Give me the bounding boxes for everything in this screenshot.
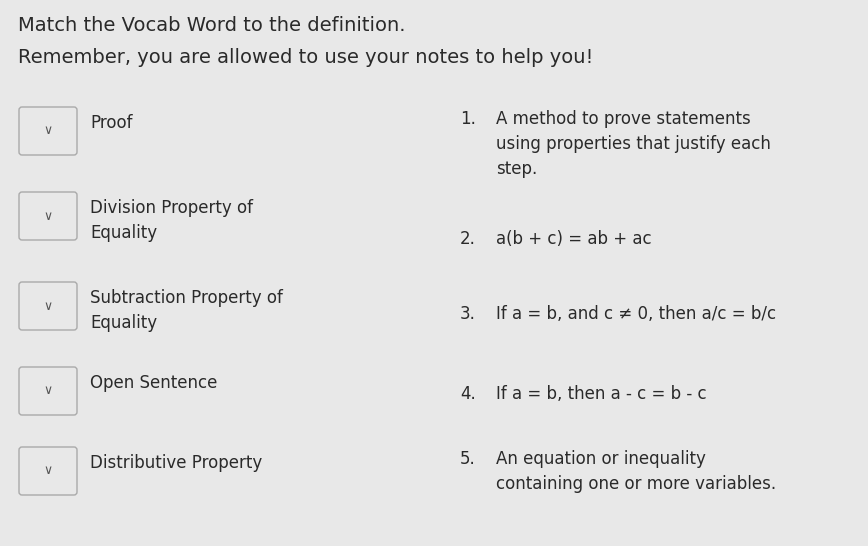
FancyBboxPatch shape xyxy=(19,107,77,155)
FancyBboxPatch shape xyxy=(19,192,77,240)
Text: Distributive Property: Distributive Property xyxy=(90,454,262,472)
Text: ∨: ∨ xyxy=(43,465,53,478)
Text: Match the Vocab Word to the definition.: Match the Vocab Word to the definition. xyxy=(18,16,405,35)
Text: If a = b, and c ≠ 0, then a/c = b/c: If a = b, and c ≠ 0, then a/c = b/c xyxy=(496,305,776,323)
Text: 4.: 4. xyxy=(460,385,476,403)
Text: Open Sentence: Open Sentence xyxy=(90,374,217,392)
Text: An equation or inequality
containing one or more variables.: An equation or inequality containing one… xyxy=(496,450,776,493)
FancyBboxPatch shape xyxy=(19,367,77,415)
Text: 2.: 2. xyxy=(460,230,476,248)
Text: A method to prove statements
using properties that justify each
step.: A method to prove statements using prope… xyxy=(496,110,771,178)
Text: ∨: ∨ xyxy=(43,384,53,397)
Text: ∨: ∨ xyxy=(43,124,53,138)
FancyBboxPatch shape xyxy=(19,447,77,495)
Text: Proof: Proof xyxy=(90,114,133,132)
FancyBboxPatch shape xyxy=(19,282,77,330)
Text: ∨: ∨ xyxy=(43,210,53,223)
Text: 1.: 1. xyxy=(460,110,476,128)
Text: 5.: 5. xyxy=(460,450,476,468)
Text: Division Property of
Equality: Division Property of Equality xyxy=(90,199,253,242)
Text: If a = b, then a - c = b - c: If a = b, then a - c = b - c xyxy=(496,385,707,403)
Text: ∨: ∨ xyxy=(43,300,53,312)
Text: Subtraction Property of
Equality: Subtraction Property of Equality xyxy=(90,289,283,332)
Text: Remember, you are allowed to use your notes to help you!: Remember, you are allowed to use your no… xyxy=(18,48,594,67)
Text: 3.: 3. xyxy=(460,305,476,323)
Text: a(b + c) = ab + ac: a(b + c) = ab + ac xyxy=(496,230,652,248)
